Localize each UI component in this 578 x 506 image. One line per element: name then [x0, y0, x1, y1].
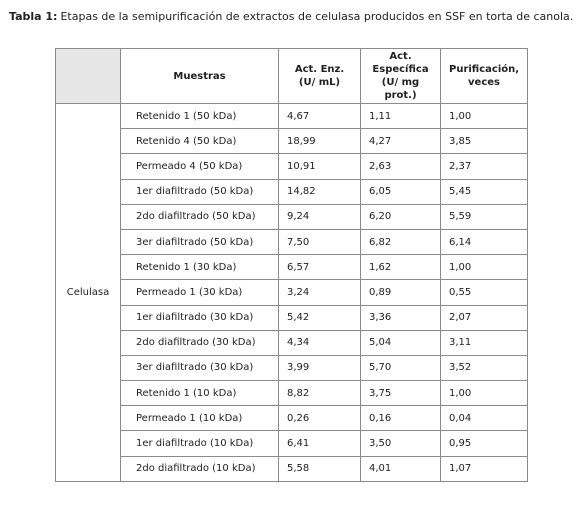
- value-cell: 3,24: [278, 279, 361, 306]
- value-cell: 5,58: [278, 455, 361, 482]
- value-cell: 4,34: [278, 329, 361, 356]
- table-row: 1er diafiltrado (50 kDa) 14,82 6,05 5,45: [56, 178, 529, 205]
- value-cell: 7,50: [278, 228, 361, 256]
- table-row: Celulasa Retenido 1 (50 kDa) 4,67 1,11 1,00: [55, 102, 529, 482]
- caption: Tabla 1: Etapas de la semipurificación de…: [9, 10, 573, 23]
- value-cell: 5,45: [439, 178, 529, 205]
- value-cell: 5,04: [360, 329, 441, 356]
- value-cell: 0,89: [360, 279, 441, 306]
- value-cell: 4,01: [360, 455, 441, 482]
- table: Muestras Act. Enz. (U/ mL) Act. Específica…: [55, 48, 529, 482]
- value-cell: 3,99: [278, 354, 361, 382]
- value-cell: 1,00: [439, 380, 529, 407]
- value-cell: 5,42: [278, 304, 361, 331]
- caption-text: Etapas de la semipurificación de extract…: [60, 10, 574, 23]
- value-cell: 6,57: [278, 254, 361, 281]
- value-cell: 1,00: [439, 102, 529, 130]
- value-cell: 6,05: [360, 178, 441, 205]
- sample-cell: 1er diafiltrado (50 kDa): [120, 178, 279, 205]
- value-cell: 18,99: [278, 128, 361, 155]
- value-cell: 9,24: [278, 203, 361, 230]
- value-cell: 6,41: [278, 430, 361, 457]
- sample-cell: Permeado 1 (30 kDa): [120, 279, 279, 306]
- header-cell: Purificación, veces: [439, 48, 529, 104]
- value-cell: 0,95: [439, 430, 529, 457]
- value-cell: 4,27: [360, 128, 441, 155]
- group-cell: Celulasa: [55, 103, 121, 482]
- sample-cell: 2do diafiltrado (30 kDa): [120, 329, 279, 356]
- value-cell: 1,00: [439, 254, 529, 281]
- table-row: 2do diafiltrado (50 kDa) 9,24 6,20 5,59: [56, 203, 529, 230]
- sample-cell: Retenido 1 (50 kDa): [120, 102, 279, 130]
- table-row: Retenido 1 (10 kDa) 8,82 3,75 1,00: [56, 380, 529, 407]
- header-cell: Act. Específica (U/ mg prot.): [360, 48, 441, 104]
- value-cell: 14,82: [278, 178, 361, 205]
- value-cell: 3,50: [360, 430, 441, 457]
- table-row: 2do diafiltrado (10 kDa) 5,58 4,01 1,07: [56, 455, 529, 482]
- header-row: Muestras Act. Enz. (U/ mL) Act. Específica…: [55, 48, 529, 104]
- value-cell: 8,82: [278, 380, 361, 407]
- value-cell: 1,11: [360, 102, 441, 130]
- sample-cell: Permeado 4 (50 kDa): [120, 153, 279, 180]
- sample-cell: 3er diafiltrado (50 kDa): [120, 228, 279, 256]
- value-cell: 6,82: [360, 228, 441, 256]
- value-cell: 1,62: [360, 254, 441, 281]
- value-cell: 2,63: [360, 153, 441, 180]
- sample-cell: 3er diafiltrado (30 kDa): [120, 354, 279, 382]
- value-cell: 6,14: [439, 228, 529, 256]
- value-cell: 1,07: [439, 455, 529, 482]
- table-row: Retenido 4 (50 kDa) 18,99 4,27 3,85: [56, 128, 529, 155]
- sample-cell: Permeado 1 (10 kDa): [120, 405, 279, 432]
- value-cell: 5,70: [360, 354, 441, 382]
- table-row: Permeado 1 (10 kDa) 0,26 0,16 0,04: [56, 405, 529, 432]
- table-body: Celulasa Retenido 1 (50 kDa) 4,67 1,11 1,00 R…: [55, 102, 529, 482]
- value-cell: 3,11: [439, 329, 529, 356]
- table-row: Permeado 4 (50 kDa) 10,91 2,63 2,37: [56, 153, 529, 180]
- sample-cell: 1er diafiltrado (30 kDa): [120, 304, 279, 331]
- table-row: 2do diafiltrado (30 kDa) 4,34 5,04 3,11: [56, 329, 529, 356]
- value-cell: 3,52: [439, 354, 529, 382]
- table-row: 3er diafiltrado (50 kDa) 7,50 6,82 6,14: [56, 228, 529, 256]
- value-cell: 2,07: [439, 304, 529, 331]
- sample-cell: 2do diafiltrado (10 kDa): [120, 455, 279, 482]
- value-cell: 4,67: [278, 102, 361, 130]
- value-cell: 2,37: [439, 153, 529, 180]
- value-cell: 3,85: [439, 128, 529, 155]
- table-row: 1er diafiltrado (10 kDa) 6,41 3,50 0,95: [56, 430, 529, 457]
- header-cell: Muestras: [120, 48, 279, 104]
- caption-label: Tabla 1:: [9, 10, 58, 23]
- table-row: 3er diafiltrado (30 kDa) 3,99 5,70 3,52: [56, 354, 529, 382]
- table-row: Permeado 1 (30 kDa) 3,24 0,89 0,55: [56, 279, 529, 306]
- sample-cell: 1er diafiltrado (10 kDa): [120, 430, 279, 457]
- header-cell: [55, 48, 121, 104]
- value-cell: 0,16: [360, 405, 441, 432]
- value-cell: 0,04: [439, 405, 529, 432]
- sample-cell: Retenido 1 (30 kDa): [120, 254, 279, 281]
- value-cell: 5,59: [439, 203, 529, 230]
- value-cell: 0,26: [278, 405, 361, 432]
- table-row: 1er diafiltrado (30 kDa) 5,42 3,36 2,07: [56, 304, 529, 331]
- value-cell: 0,55: [439, 279, 529, 306]
- sample-cell: Retenido 1 (10 kDa): [120, 380, 279, 407]
- value-cell: 6,20: [360, 203, 441, 230]
- sample-cell: Retenido 4 (50 kDa): [120, 128, 279, 155]
- table-row: Retenido 1 (30 kDa) 6,57 1,62 1,00: [56, 254, 529, 281]
- value-cell: 10,91: [278, 153, 361, 180]
- value-cell: 3,75: [360, 380, 441, 407]
- header-cell: Act. Enz. (U/ mL): [278, 48, 361, 104]
- value-cell: 3,36: [360, 304, 441, 331]
- sample-cell: 2do diafiltrado (50 kDa): [120, 203, 279, 230]
